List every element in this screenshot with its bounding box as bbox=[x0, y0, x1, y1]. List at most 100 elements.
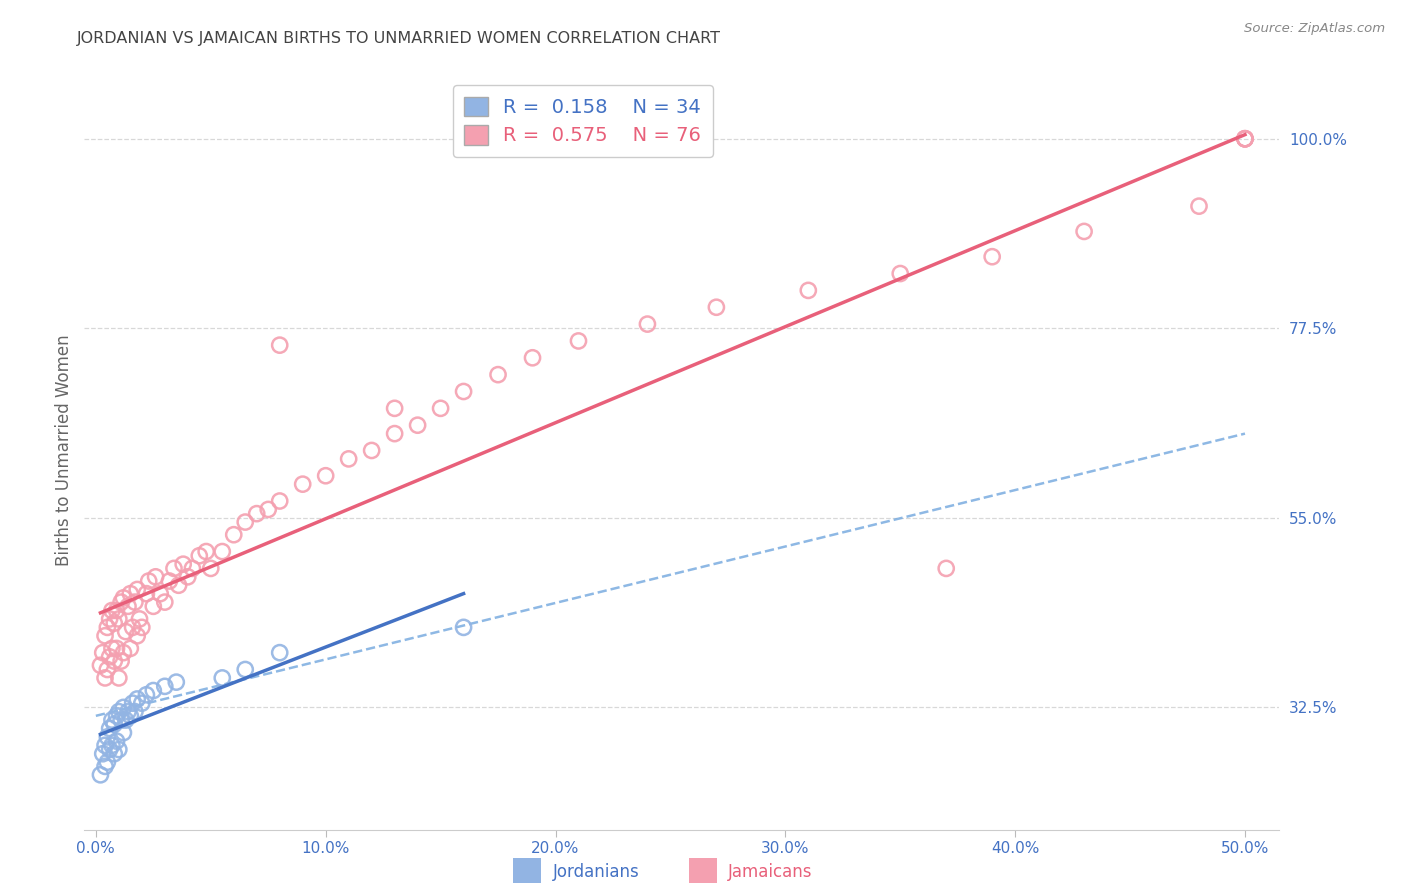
Point bbox=[291, 477, 314, 491]
Point bbox=[110, 595, 132, 609]
Point bbox=[233, 663, 256, 677]
Point bbox=[101, 713, 124, 727]
Point bbox=[195, 544, 218, 558]
Point bbox=[105, 641, 128, 656]
Text: Jamaicans: Jamaicans bbox=[728, 863, 813, 881]
Point bbox=[429, 401, 451, 416]
Point bbox=[103, 654, 125, 668]
Point bbox=[96, 755, 118, 769]
Point bbox=[360, 443, 382, 458]
Point bbox=[89, 768, 111, 782]
Point bbox=[98, 612, 121, 626]
Point bbox=[91, 747, 114, 761]
Point bbox=[108, 612, 131, 626]
Point bbox=[108, 705, 131, 719]
Point bbox=[127, 582, 149, 597]
Point bbox=[112, 591, 135, 605]
Point bbox=[1233, 132, 1256, 146]
Point bbox=[153, 595, 176, 609]
Point bbox=[112, 725, 135, 739]
Point bbox=[101, 739, 124, 753]
Point bbox=[131, 620, 153, 634]
Point bbox=[149, 587, 172, 601]
Point bbox=[406, 418, 429, 433]
Point bbox=[127, 692, 149, 706]
Text: Source: ZipAtlas.com: Source: ZipAtlas.com bbox=[1244, 22, 1385, 36]
Point bbox=[94, 671, 117, 685]
Point bbox=[135, 688, 157, 702]
Point bbox=[269, 338, 291, 352]
Point bbox=[1233, 132, 1256, 146]
Point bbox=[797, 284, 820, 298]
Point bbox=[453, 620, 475, 634]
Point bbox=[163, 561, 186, 575]
Point bbox=[112, 700, 135, 714]
Point bbox=[103, 616, 125, 631]
Point bbox=[108, 742, 131, 756]
Point bbox=[135, 587, 157, 601]
Point bbox=[486, 368, 509, 382]
Point bbox=[117, 705, 139, 719]
Point bbox=[94, 759, 117, 773]
Point bbox=[105, 603, 128, 617]
Point bbox=[165, 675, 187, 690]
Point bbox=[211, 544, 233, 558]
Point bbox=[124, 705, 146, 719]
Point bbox=[121, 696, 143, 710]
Point bbox=[384, 401, 406, 416]
Point bbox=[157, 574, 180, 588]
Point bbox=[98, 722, 121, 736]
Point bbox=[138, 574, 160, 588]
Point bbox=[110, 713, 132, 727]
Y-axis label: Births to Unmarried Women: Births to Unmarried Women bbox=[55, 334, 73, 566]
Point bbox=[105, 734, 128, 748]
Point bbox=[127, 629, 149, 643]
Point bbox=[131, 696, 153, 710]
Point bbox=[453, 384, 475, 399]
Point bbox=[117, 599, 139, 614]
Point bbox=[384, 426, 406, 441]
Legend: R =  0.158    N = 34, R =  0.575    N = 76: R = 0.158 N = 34, R = 0.575 N = 76 bbox=[453, 85, 713, 157]
Point bbox=[172, 557, 194, 572]
Point bbox=[96, 620, 118, 634]
Point bbox=[636, 317, 658, 331]
Point bbox=[337, 451, 360, 466]
Point bbox=[121, 620, 143, 634]
Point bbox=[89, 658, 111, 673]
Point bbox=[120, 709, 142, 723]
Point bbox=[211, 671, 233, 685]
Point bbox=[96, 730, 118, 744]
Point bbox=[1233, 132, 1256, 146]
Point bbox=[120, 587, 142, 601]
Point bbox=[269, 646, 291, 660]
Point bbox=[114, 713, 136, 727]
Point bbox=[112, 646, 135, 660]
Point bbox=[981, 250, 1004, 264]
Point bbox=[706, 300, 728, 314]
Point bbox=[269, 494, 291, 508]
Point bbox=[94, 629, 117, 643]
Point bbox=[522, 351, 544, 365]
Point bbox=[94, 739, 117, 753]
Point bbox=[128, 612, 150, 626]
Point bbox=[315, 468, 337, 483]
Point bbox=[177, 570, 200, 584]
Point bbox=[935, 561, 957, 575]
Point bbox=[188, 549, 211, 563]
Point bbox=[145, 570, 167, 584]
Point bbox=[101, 603, 124, 617]
Point bbox=[567, 334, 589, 348]
Point bbox=[233, 515, 256, 529]
Point bbox=[124, 595, 146, 609]
Point bbox=[142, 599, 165, 614]
Point bbox=[889, 267, 911, 281]
Point bbox=[181, 561, 204, 575]
Point bbox=[200, 561, 222, 575]
Text: JORDANIAN VS JAMAICAN BIRTHS TO UNMARRIED WOMEN CORRELATION CHART: JORDANIAN VS JAMAICAN BIRTHS TO UNMARRIE… bbox=[77, 31, 721, 46]
Point bbox=[153, 679, 176, 693]
Point bbox=[110, 654, 132, 668]
Point bbox=[98, 649, 121, 664]
Point bbox=[257, 502, 280, 516]
Point bbox=[101, 641, 124, 656]
Point bbox=[246, 507, 269, 521]
